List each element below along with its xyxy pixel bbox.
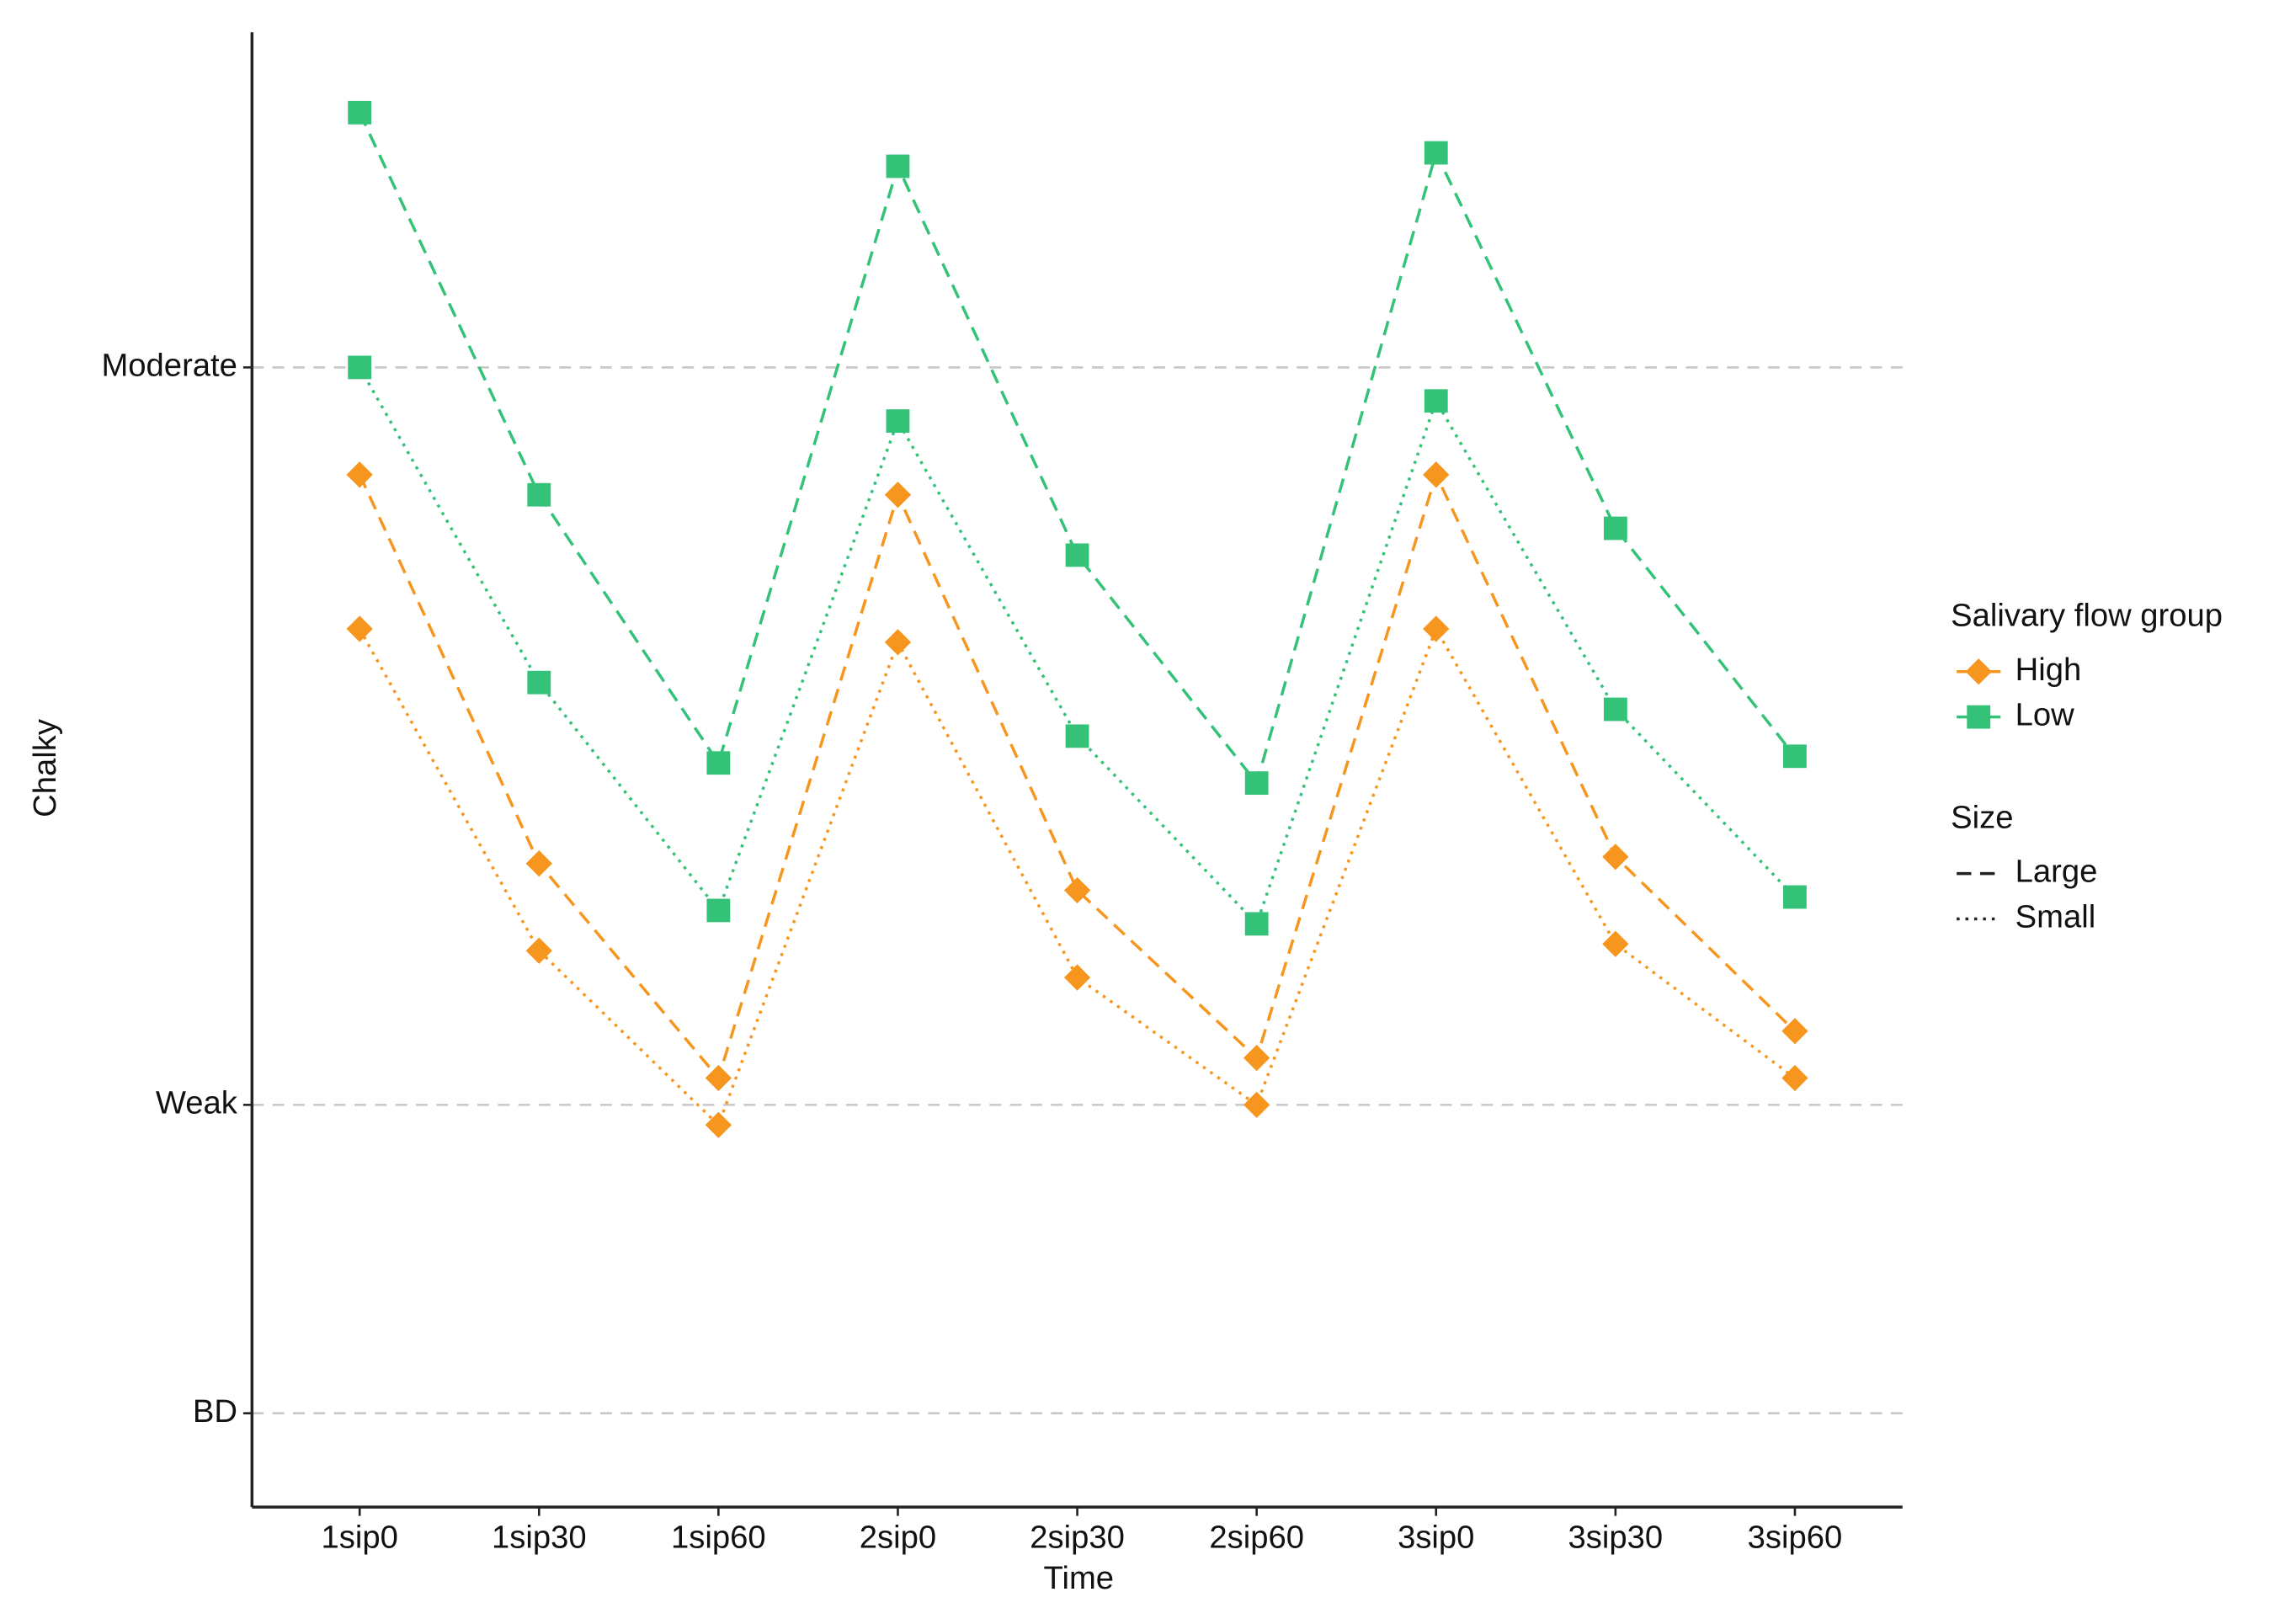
series-line	[358, 471, 1797, 1082]
data-point	[1243, 1091, 1270, 1119]
data-point	[706, 898, 731, 923]
legend-title: Size	[1951, 799, 2013, 835]
legend-title: Salivary flow group	[1951, 598, 2223, 634]
x-tick-label: 1sip0	[321, 1520, 397, 1556]
data-point	[1424, 141, 1448, 165]
x-tick-label: 3sip0	[1398, 1520, 1474, 1556]
legend-label: High	[2015, 652, 2082, 688]
legend-label: Large	[2015, 854, 2098, 890]
x-axis-title: Time	[1044, 1560, 1115, 1596]
data-point	[886, 409, 910, 434]
data-point	[527, 670, 551, 695]
x-tick-label: 3sip30	[1568, 1520, 1664, 1556]
data-point	[348, 100, 372, 125]
x-tick-label: 1sip30	[492, 1520, 587, 1556]
data-point	[705, 1111, 732, 1138]
data-point	[1063, 964, 1091, 991]
x-tick-label: 2sip0	[860, 1520, 936, 1556]
legend-label: Low	[2015, 697, 2075, 733]
x-tick-label: 3sip60	[1748, 1520, 1843, 1556]
data-point	[705, 1064, 732, 1092]
y-tick-label: Moderate	[101, 347, 237, 383]
x-tick-label: 1sip60	[671, 1520, 766, 1556]
y-tick-label: BD	[193, 1393, 237, 1430]
x-tick-label: 2sip30	[1030, 1520, 1125, 1556]
data-point	[1063, 876, 1091, 904]
y-axis-title: Chalky	[27, 718, 63, 817]
data-point	[1603, 697, 1627, 721]
x-tick-label: 2sip60	[1209, 1520, 1304, 1556]
y-tick-label: Weak	[156, 1084, 238, 1121]
data-point	[706, 751, 731, 775]
data-point	[1424, 389, 1448, 413]
data-point	[1244, 771, 1269, 796]
data-point	[1602, 930, 1629, 957]
data-point	[1244, 912, 1269, 936]
legend-label: Small	[2015, 899, 2096, 935]
data-point	[884, 629, 912, 656]
data-point	[1783, 885, 1807, 909]
data-point	[1602, 844, 1629, 871]
data-point	[1065, 543, 1089, 567]
data-point	[1603, 516, 1627, 540]
data-point	[348, 355, 372, 380]
data-point	[1783, 744, 1807, 769]
data-point	[527, 482, 551, 507]
data-point	[1243, 1044, 1270, 1072]
data-point	[886, 154, 910, 178]
data-point	[1065, 724, 1089, 748]
legend-marker	[1967, 705, 1991, 729]
